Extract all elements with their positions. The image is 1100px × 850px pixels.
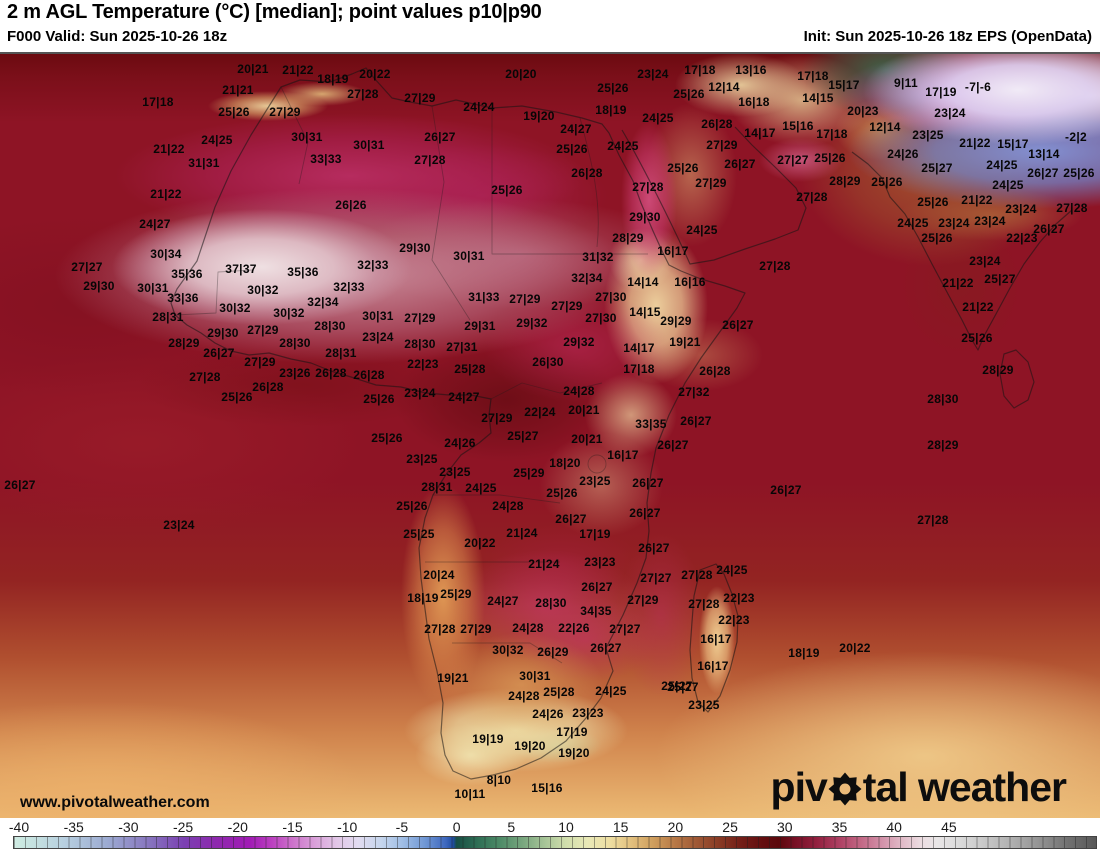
legend-tick: 40 bbox=[886, 819, 902, 835]
legend-tick: -15 bbox=[282, 819, 303, 835]
legend-tick: 45 bbox=[941, 819, 957, 835]
temperature-field bbox=[0, 54, 1100, 818]
legend-tick: 35 bbox=[831, 819, 848, 835]
legend-tick: -40 bbox=[8, 819, 30, 835]
legend-tick: -35 bbox=[63, 819, 84, 835]
legend-tick: 15 bbox=[612, 819, 629, 835]
valid-time-label: F000 Valid: Sun 2025-10-26 18z bbox=[7, 28, 228, 45]
legend-tick: 5 bbox=[507, 819, 516, 835]
legend-tick: -10 bbox=[337, 819, 358, 835]
legend-tick: -30 bbox=[118, 819, 139, 835]
gear-icon bbox=[828, 772, 862, 806]
legend-tick: 10 bbox=[558, 819, 574, 835]
legend-color-bar bbox=[13, 836, 1097, 849]
legend-tick: -20 bbox=[227, 819, 248, 835]
coastlines bbox=[170, 67, 1073, 780]
legend-tick: 0 bbox=[452, 819, 461, 835]
pivotal-weather-logo: piv tal weather bbox=[770, 764, 1067, 810]
legend-tick: 30 bbox=[777, 819, 793, 835]
legend-tick: -5 bbox=[395, 819, 409, 835]
init-time-label: Init: Sun 2025-10-26 18z EPS (OpenData) bbox=[803, 28, 1092, 45]
logo-text-pre: piv bbox=[770, 764, 828, 810]
map-title: 2 m AGL Temperature (°C) [median]; point… bbox=[7, 1, 542, 23]
map-canvas[interactable]: www.pivotalweather.com piv tal weather bbox=[0, 52, 1100, 818]
legend-tick: 20 bbox=[667, 819, 684, 835]
title-bar: 2 m AGL Temperature (°C) [median]; point… bbox=[0, 0, 1100, 52]
watermark-url: www.pivotalweather.com bbox=[20, 794, 210, 811]
logo-text-post: tal weather bbox=[862, 764, 1067, 810]
legend-tick-labels: -40 -35 -30 -25 -20 -15 -10 -5 0 5 10 15 20 25 30 35 40 4… bbox=[0, 819, 1100, 835]
legend-tick: -25 bbox=[172, 819, 194, 835]
legend-tick: 25 bbox=[722, 819, 738, 835]
temperature-legend: -40 -35 -30 -25 -20 -15 -10 -5 0 5 10 15 20 25 30 35 40 4… bbox=[0, 818, 1100, 850]
